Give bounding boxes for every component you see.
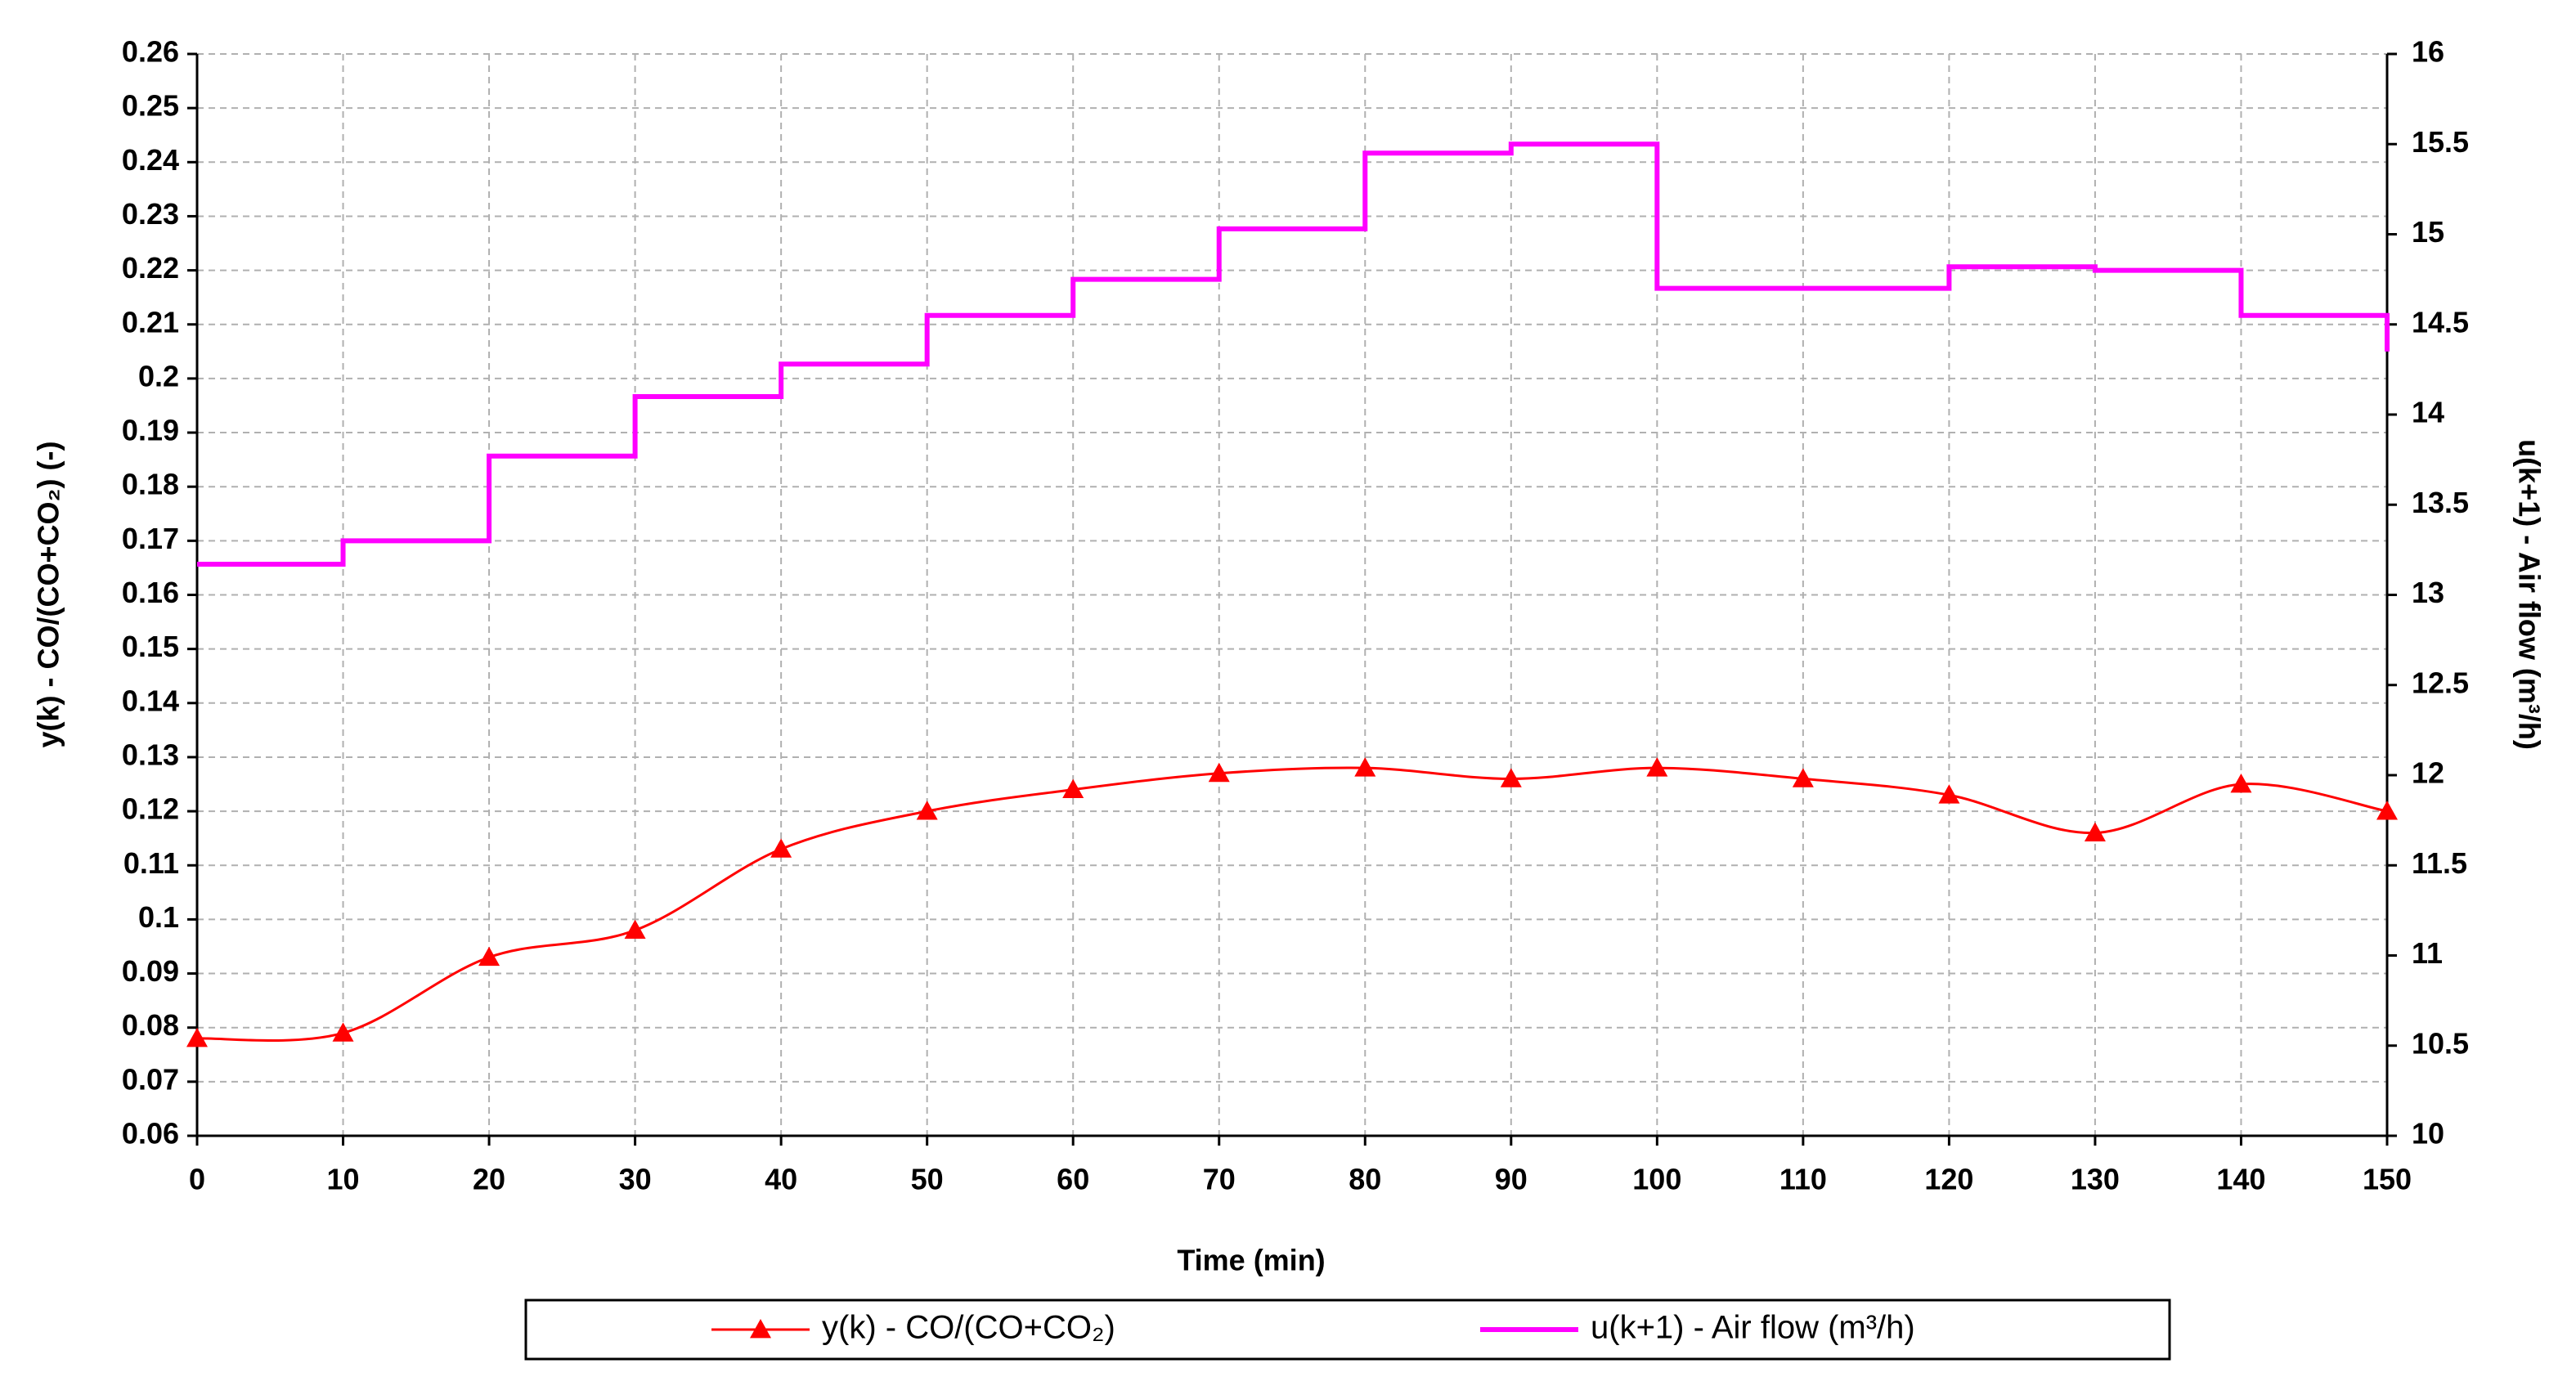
x-tick-label: 10 [327,1163,360,1196]
y-tick-label: 0.13 [122,738,179,771]
marker [1938,784,1960,804]
legend-marker [750,1319,771,1339]
y-tick-label: 0.24 [122,143,179,177]
x-tick-label: 50 [911,1163,944,1196]
y-tick-label: 0.15 [122,630,179,663]
y2-tick-label: 10.5 [2412,1026,2469,1060]
y-tick-label: 0.23 [122,197,179,231]
y2-tick-label: 12 [2412,756,2444,790]
marker [770,838,792,858]
legend-label: u(k+1) - Air flow (m³/h) [1591,1310,1915,1346]
x-tick-label: 90 [1495,1163,1528,1196]
x-tick-label: 60 [1057,1163,1089,1196]
y-tick-label: 0.25 [122,89,179,123]
y2-tick-label: 13.5 [2412,486,2469,519]
y2-tick-label: 15 [2412,215,2444,249]
x-tick-label: 120 [1924,1163,1973,1196]
marker [2376,801,2398,820]
y-tick-label: 0.22 [122,251,179,285]
y-tick-label: 0.07 [122,1062,179,1096]
y-tick-label: 0.08 [122,1008,179,1042]
y2-tick-label: 11.5 [2412,846,2467,880]
y2-tick-label: 15.5 [2412,125,2469,159]
x-tick-label: 70 [1203,1163,1236,1196]
y2-axis-title: u(k+1) - Air flow (m³/h) [2512,439,2546,750]
y-tick-label: 0.26 [122,35,179,69]
marker [1208,762,1230,783]
y-tick-label: 0.06 [122,1117,179,1151]
y-tick-label: 0.21 [122,305,179,339]
y-tick-label: 0.12 [122,792,179,826]
y-tick-label: 0.11 [123,846,179,880]
x-tick-label: 0 [189,1163,205,1196]
y-tick-label: 0.14 [122,684,179,717]
marker [1354,757,1376,777]
y-axis-title: y(k) - CO/(CO+CO₂) (-) [32,442,65,748]
x-tick-label: 20 [473,1163,505,1196]
marker [478,946,500,967]
x-axis-title: Time (min) [1177,1244,1325,1277]
x-tick-label: 130 [2071,1163,2120,1196]
y2-tick-label: 10 [2412,1117,2444,1151]
marker [2084,822,2106,841]
y-tick-label: 0.18 [122,468,179,501]
x-tick-label: 140 [2216,1163,2265,1196]
y-tick-label: 0.16 [122,576,179,609]
line [196,766,2388,1043]
marker [1792,768,1814,787]
y-tick-label: 0.09 [122,954,179,988]
x-tick-label: 40 [765,1163,797,1196]
x-tick-label: 100 [1632,1163,1681,1196]
y-tick-label: 0.1 [138,900,179,934]
x-tick-label: 30 [619,1163,652,1196]
marker [2230,774,2252,793]
x-tick-label: 150 [2363,1163,2412,1196]
marker [332,1022,354,1042]
y2-tick-label: 14 [2412,396,2444,429]
marker [186,1027,208,1047]
marker [916,801,938,820]
y2-tick-label: 14.5 [2412,305,2469,339]
x-tick-label: 110 [1779,1163,1827,1196]
marker [1500,768,1522,787]
y-tick-label: 0.2 [138,359,179,392]
y2-tick-label: 13 [2412,576,2444,609]
marker [1646,757,1668,777]
y-tick-label: 0.17 [122,522,179,555]
legend-label: y(k) - CO/(CO+CO₂) [822,1310,1115,1346]
marker [1062,778,1084,799]
y2-tick-label: 11 [2412,936,2443,970]
y2-tick-label: 16 [2412,35,2444,69]
y-tick-label: 0.19 [122,414,179,447]
step-line [197,141,2390,567]
x-tick-label: 80 [1349,1163,1381,1196]
y2-tick-label: 12.5 [2412,666,2469,699]
marker [624,919,646,940]
